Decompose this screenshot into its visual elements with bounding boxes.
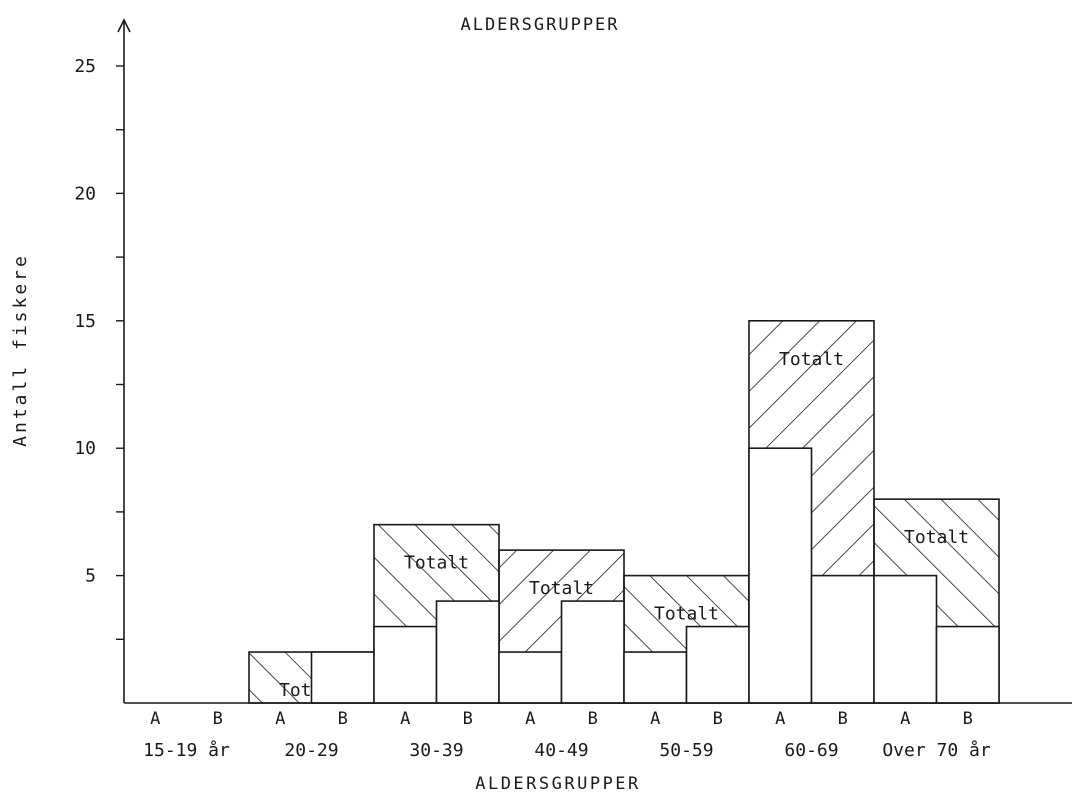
total-label: Totalt <box>654 604 719 625</box>
group-label: 30-39 <box>409 740 463 761</box>
y-tick-label: 10 <box>74 438 96 459</box>
y-axis-arrow <box>117 18 131 33</box>
y-tick-label: 20 <box>74 183 96 204</box>
chart-title: ALDERSGRUPPER <box>460 15 619 35</box>
total-label: Totalt <box>779 349 844 370</box>
subcategory-label: B <box>213 709 223 729</box>
bar-a <box>748 447 813 704</box>
subcategory-label: A <box>900 709 910 729</box>
x-axis-label: ALDERSGRUPPER <box>475 774 641 793</box>
y-tick-label: 25 <box>74 56 96 77</box>
subcategory-label: A <box>525 709 535 729</box>
subcategory-label: A <box>275 709 285 729</box>
group-label: 60-69 <box>784 740 838 761</box>
subcategory-label: A <box>775 709 785 729</box>
bar-b <box>810 574 875 704</box>
bar-a <box>873 574 938 704</box>
subcategory-label: B <box>838 709 848 729</box>
bar-a <box>373 625 438 704</box>
bar-b <box>685 625 750 704</box>
total-label: Totalt <box>529 578 594 599</box>
group-label: 50-59 <box>659 740 713 761</box>
group-label: Over 70 år <box>882 740 991 761</box>
bar-b <box>560 600 625 704</box>
axes-layer <box>116 18 1072 704</box>
group-label: 15-19 år <box>143 740 230 761</box>
subcategory-label: B <box>338 709 348 729</box>
bar-a <box>498 651 563 704</box>
bar-b <box>310 651 375 704</box>
subcategory-label: B <box>588 709 598 729</box>
group-label: 20-29 <box>284 740 338 761</box>
bar-b <box>935 625 1000 704</box>
y-tick-label: 15 <box>74 311 96 332</box>
total-label: Totalt <box>404 553 469 574</box>
subcategory-label: B <box>713 709 723 729</box>
y-tick-label: 5 <box>85 566 96 587</box>
subcategory-label: B <box>463 709 473 729</box>
subcategory-label: A <box>150 709 160 729</box>
bars-layer <box>310 447 1000 704</box>
subcategory-label: B <box>963 709 973 729</box>
y-axis-label: Antall fiskere <box>10 253 31 447</box>
subcategory-label: A <box>400 709 410 729</box>
bar-b <box>435 600 500 704</box>
group-label: 40-49 <box>534 740 588 761</box>
total-label: Totalt <box>904 527 969 548</box>
bar-a <box>623 651 688 704</box>
subcategory-label: A <box>650 709 660 729</box>
